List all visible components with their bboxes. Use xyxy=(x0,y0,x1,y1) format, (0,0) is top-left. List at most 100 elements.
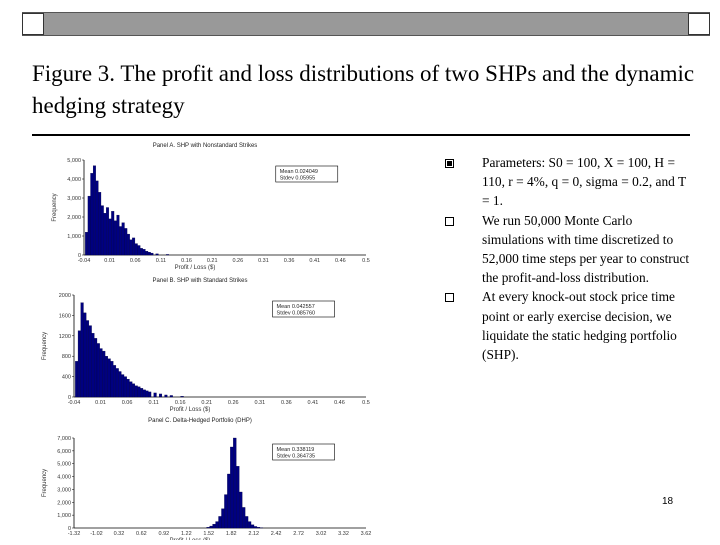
legend-stdev: Stdev 0.364735 xyxy=(277,454,316,460)
histogram-bar xyxy=(130,240,133,255)
histogram-bar xyxy=(146,391,149,397)
histogram-bar xyxy=(132,384,135,397)
histogram-bar xyxy=(93,166,96,255)
histogram-bar xyxy=(104,213,107,255)
histogram-bar xyxy=(135,386,138,397)
y-tick-label: 3,000 xyxy=(57,487,71,493)
x-tick-label: 0.16 xyxy=(181,258,192,264)
histogram-bar xyxy=(86,321,89,398)
x-tick-label: -1.32 xyxy=(68,531,81,537)
histogram-bar xyxy=(251,525,254,528)
histogram-bar xyxy=(148,252,151,255)
x-tick-label: 1.52 xyxy=(203,531,214,537)
x-tick-label: 0.26 xyxy=(232,258,243,264)
histogram-bar xyxy=(181,396,184,397)
title-bar-strip xyxy=(22,12,710,36)
histogram-bar xyxy=(85,232,88,255)
bullet-item: Parameters: S0 = 100, X = 100, H = 110, … xyxy=(445,153,693,211)
title-bar-left-box xyxy=(22,13,44,35)
x-tick-label: 3.02 xyxy=(316,531,327,537)
histogram-bar xyxy=(109,219,112,255)
y-tick-label: 6,000 xyxy=(57,449,71,455)
x-tick-label: 0.92 xyxy=(158,531,169,537)
bullet-item: We run 50,000 Monte Carlo simulations wi… xyxy=(445,211,693,288)
x-tick-label: 0.36 xyxy=(284,258,295,264)
y-tick-label: 2000 xyxy=(59,293,71,299)
x-tick-label: 0.21 xyxy=(207,258,218,264)
x-tick-label: 0.62 xyxy=(136,531,147,537)
x-tick-label: 3.62 xyxy=(361,531,372,537)
x-tick-label: 0.01 xyxy=(104,258,115,264)
x-tick-label: 0.01 xyxy=(95,400,106,406)
bullet-text: We run 50,000 Monte Carlo simulations wi… xyxy=(482,213,689,286)
x-tick-label: 0.46 xyxy=(334,400,345,406)
histogram-bar xyxy=(117,215,120,255)
histogram-bar xyxy=(92,333,95,397)
x-tick-label: -1.02 xyxy=(90,531,103,537)
x-tick-label: 0.41 xyxy=(308,400,319,406)
histogram-bar xyxy=(132,238,135,255)
histogram-bar xyxy=(101,206,104,255)
y-tick-label: 7,000 xyxy=(57,436,71,442)
x-tick-label: 0.21 xyxy=(201,400,212,406)
y-tick-label: 2,000 xyxy=(57,500,71,506)
histogram-bar xyxy=(248,522,251,528)
x-tick-label: 0.06 xyxy=(130,258,141,264)
histogram-bar xyxy=(124,377,127,397)
histogram-bar xyxy=(114,221,117,255)
histogram-bar xyxy=(154,393,157,397)
histogram-bar xyxy=(98,192,101,255)
histogram-bar xyxy=(127,234,130,255)
x-tick-label: 1.82 xyxy=(226,531,237,537)
histogram-bar xyxy=(83,313,86,397)
legend-stdev: Stdev 0.05955 xyxy=(280,176,315,182)
histogram-bar xyxy=(119,227,122,256)
x-tick-label: 0.32 xyxy=(114,531,125,537)
bullet-text: At every knock-out stock price time poin… xyxy=(482,289,677,362)
bullet-square-icon xyxy=(445,159,454,168)
y-tick-label: 1,000 xyxy=(57,513,71,519)
histogram-bar xyxy=(122,223,125,255)
histogram-bar xyxy=(148,392,151,397)
histogram-bar xyxy=(236,466,239,528)
x-tick-label: 0.06 xyxy=(122,400,133,406)
histogram-bar xyxy=(138,246,141,256)
panel-title: Panel A. SHP with Nonstandard Strikes xyxy=(153,143,258,149)
y-tick-label: 1,000 xyxy=(67,234,81,240)
histogram-bar xyxy=(91,173,94,255)
x-axis-label: Profit / Loss ($) xyxy=(175,265,216,271)
panel-title: Panel B. SHP with Standard Strikes xyxy=(153,278,248,284)
histogram-bar xyxy=(245,516,248,528)
histogram-bar xyxy=(140,388,143,397)
histogram-bar xyxy=(213,524,216,528)
histogram-bar xyxy=(207,527,210,528)
legend-stdev: Stdev 0.085760 xyxy=(277,311,316,317)
histogram-bar xyxy=(257,527,260,528)
histogram-bar xyxy=(227,474,230,528)
x-tick-label: 2.42 xyxy=(271,531,282,537)
histogram-bar xyxy=(78,331,81,397)
x-tick-label: -0.04 xyxy=(78,258,91,264)
histogram-bar xyxy=(111,361,114,397)
x-tick-label: 3.32 xyxy=(338,531,349,537)
histogram-bar xyxy=(113,365,116,397)
x-tick-label: 0.11 xyxy=(156,258,166,264)
histogram-bar xyxy=(165,395,168,397)
bullet-list: Parameters: S0 = 100, X = 100, H = 110, … xyxy=(445,153,693,364)
histogram-bar xyxy=(102,351,105,397)
x-tick-label: 0.5 xyxy=(362,400,370,406)
histogram-bar xyxy=(145,251,148,255)
histogram-bar xyxy=(170,395,173,397)
histogram-bar xyxy=(75,361,78,397)
histogram-bar xyxy=(119,372,122,398)
x-tick-label: 1.22 xyxy=(181,531,192,537)
y-tick-label: 400 xyxy=(62,375,71,381)
x-tick-label: 2.72 xyxy=(293,531,304,537)
histogram-bar xyxy=(121,375,124,397)
y-axis-label: Frequency xyxy=(42,332,48,360)
histogram-bar xyxy=(138,387,141,397)
y-tick-label: 4,000 xyxy=(67,177,81,183)
x-tick-label: 0.41 xyxy=(309,258,320,264)
x-axis-label: Profit / Loss ($) xyxy=(170,407,211,413)
histogram-bar xyxy=(106,208,109,256)
